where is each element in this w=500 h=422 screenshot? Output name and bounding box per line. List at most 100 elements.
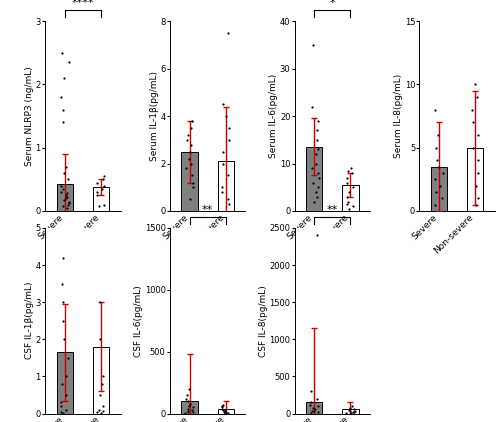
Point (310, 406, 318, 412)
Point (312, 151, 320, 157)
Point (308, 165, 316, 172)
Point (314, 117, 322, 124)
Point (186, 148, 194, 155)
Bar (306, 147, 322, 211)
Point (344, 167, 351, 174)
Point (344, 200, 351, 207)
Point (224, 196, 232, 203)
Point (343, 193, 351, 200)
Point (98, 186, 106, 192)
Point (188, 406, 196, 413)
Point (314, 136, 322, 143)
Bar (218, 408, 234, 414)
Point (432, 144, 440, 151)
Point (224, 30, 232, 36)
Y-axis label: CSF IL-8(pg/mL): CSF IL-8(pg/mL) (259, 285, 268, 357)
Point (57, 403, 65, 409)
Point (65, 200, 73, 207)
Point (57, 182, 65, 189)
Point (58, 203, 66, 209)
Point (218, 403, 226, 409)
Point (348, 165, 356, 172)
Point (349, 203, 357, 210)
Point (219, 101, 227, 108)
Point (96, 409, 104, 416)
Point (62, 192, 70, 199)
Point (62, 195, 70, 202)
Point (344, 198, 351, 205)
Point (434, 132, 442, 138)
Point (473, 94, 481, 100)
Point (306, 401, 314, 408)
Point (474, 132, 482, 138)
Point (58, 399, 66, 406)
Point (307, 409, 315, 416)
Point (60, 196, 68, 203)
Point (93, 189, 101, 195)
Point (60, 336, 68, 343)
Bar (92, 347, 109, 414)
Point (57, 189, 65, 195)
Point (56, 94, 64, 100)
Point (312, 127, 320, 134)
Point (306, 388, 314, 395)
Point (64, 176, 72, 183)
Y-axis label: Serum NLRP3 (ng/mL): Serum NLRP3 (ng/mL) (25, 66, 34, 166)
Point (186, 400, 194, 407)
Point (60, 317, 68, 324)
Point (184, 132, 192, 138)
Bar (342, 185, 358, 211)
Point (99, 403, 107, 409)
Point (220, 148, 228, 155)
Point (348, 409, 356, 416)
Point (469, 144, 477, 151)
Point (62, 373, 70, 380)
Point (182, 410, 190, 417)
Point (63, 194, 71, 200)
Point (62, 190, 70, 197)
Point (188, 172, 196, 179)
Point (226, 124, 234, 131)
Point (224, 200, 232, 207)
Point (99, 373, 107, 380)
Text: **: ** (327, 205, 338, 215)
Point (474, 195, 482, 202)
Point (224, 172, 232, 179)
Point (189, 179, 197, 186)
Text: **: ** (202, 205, 213, 215)
Point (186, 196, 194, 203)
Point (65, 198, 73, 205)
Point (310, 198, 318, 205)
Point (64, 201, 72, 208)
Point (60, 106, 68, 113)
Point (472, 201, 480, 208)
Point (184, 408, 192, 415)
Point (220, 160, 228, 167)
Point (182, 165, 190, 172)
Point (57, 408, 65, 415)
Point (308, 407, 316, 414)
Point (313, 193, 321, 200)
Point (182, 392, 190, 398)
Point (221, 406, 229, 413)
Point (346, 404, 354, 411)
Point (308, 103, 316, 110)
Text: ****: **** (72, 0, 94, 8)
Point (348, 403, 356, 409)
Point (431, 176, 439, 183)
Point (189, 409, 197, 416)
Point (59, 254, 67, 261)
Point (100, 173, 108, 180)
Point (436, 182, 444, 189)
Point (314, 170, 322, 176)
Bar (431, 167, 448, 211)
Y-axis label: Serum IL-1β(pg/mL): Serum IL-1β(pg/mL) (150, 71, 159, 161)
Point (431, 106, 439, 113)
Point (60, 75, 68, 81)
Point (58, 119, 66, 126)
Point (224, 410, 232, 417)
Point (474, 170, 482, 176)
Point (433, 157, 441, 164)
Bar (56, 184, 73, 211)
Point (184, 408, 192, 414)
